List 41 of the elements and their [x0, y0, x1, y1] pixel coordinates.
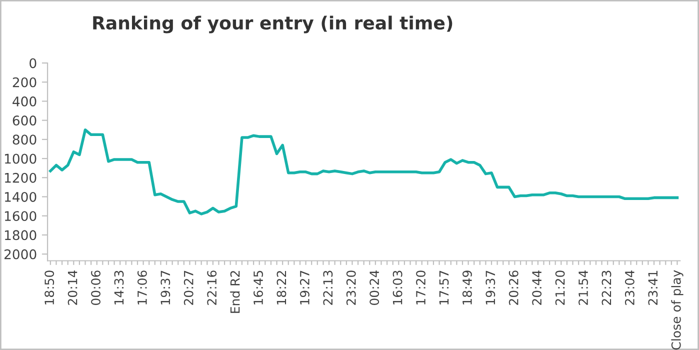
x-tick-label: End R2 [230, 271, 240, 313]
y-tick-label: 0 [30, 58, 36, 68]
x-tick-label: 22:13 [323, 270, 333, 305]
x-tick-label: 19:37 [486, 270, 496, 304]
x-tick-label: 20:27 [184, 270, 194, 305]
x-tick-label: 20:44 [532, 270, 542, 305]
x-tick-label: 20:26 [508, 270, 518, 305]
x-tick-label: 21:54 [578, 270, 588, 305]
x-tick-label: 18:50 [44, 270, 54, 304]
y-tick-label: 1800 [4, 230, 36, 240]
y-tick-label: 400 [12, 96, 36, 106]
x-tick-label: 16:03 [392, 270, 402, 304]
x-tick-label: 17:57 [439, 270, 449, 304]
line-series [49, 128, 679, 216]
x-tick-label: 18:22 [276, 271, 286, 304]
y-tick-label: 2000 [4, 249, 36, 260]
x-tick-label: 14:33 [114, 270, 124, 304]
y-tick-label: 1000 [4, 154, 36, 164]
x-tick-label: 00:24 [370, 270, 380, 305]
y-tick-label: 1400 [4, 192, 36, 202]
x-tick-label: 22:23 [602, 270, 612, 305]
x-tick-label: 20:14 [68, 270, 78, 305]
x-tick-label: 19:27 [300, 270, 310, 304]
x-tick-label: 00:06 [91, 270, 100, 305]
x-tick-label: 23:04 [624, 270, 634, 305]
x-tick-label: 18:49 [462, 270, 472, 304]
chart-title: Ranking of your entry (in real time) [93, 16, 452, 34]
x-tick-label: 17:20 [416, 270, 426, 304]
y-tick-label: 800 [12, 134, 36, 145]
x-tick-label: 17:06 [137, 270, 147, 304]
x-tick-label: 21:20 [555, 270, 565, 305]
y-tick-label: 1200 [4, 172, 36, 183]
y-tick-label: 1600 [4, 211, 36, 222]
x-tick-label: 19:37 [160, 270, 170, 304]
x-tick-label: 23:20 [346, 270, 356, 305]
y-tick-label: 600 [12, 116, 36, 126]
x-tick-label: 22:16 [207, 270, 217, 305]
y-tick-label: 200 [12, 77, 36, 88]
x-tick-label: Close of play [671, 270, 684, 350]
x-tick-label: 23:41 [648, 270, 658, 305]
x-tick-label: 16:45 [254, 270, 263, 304]
